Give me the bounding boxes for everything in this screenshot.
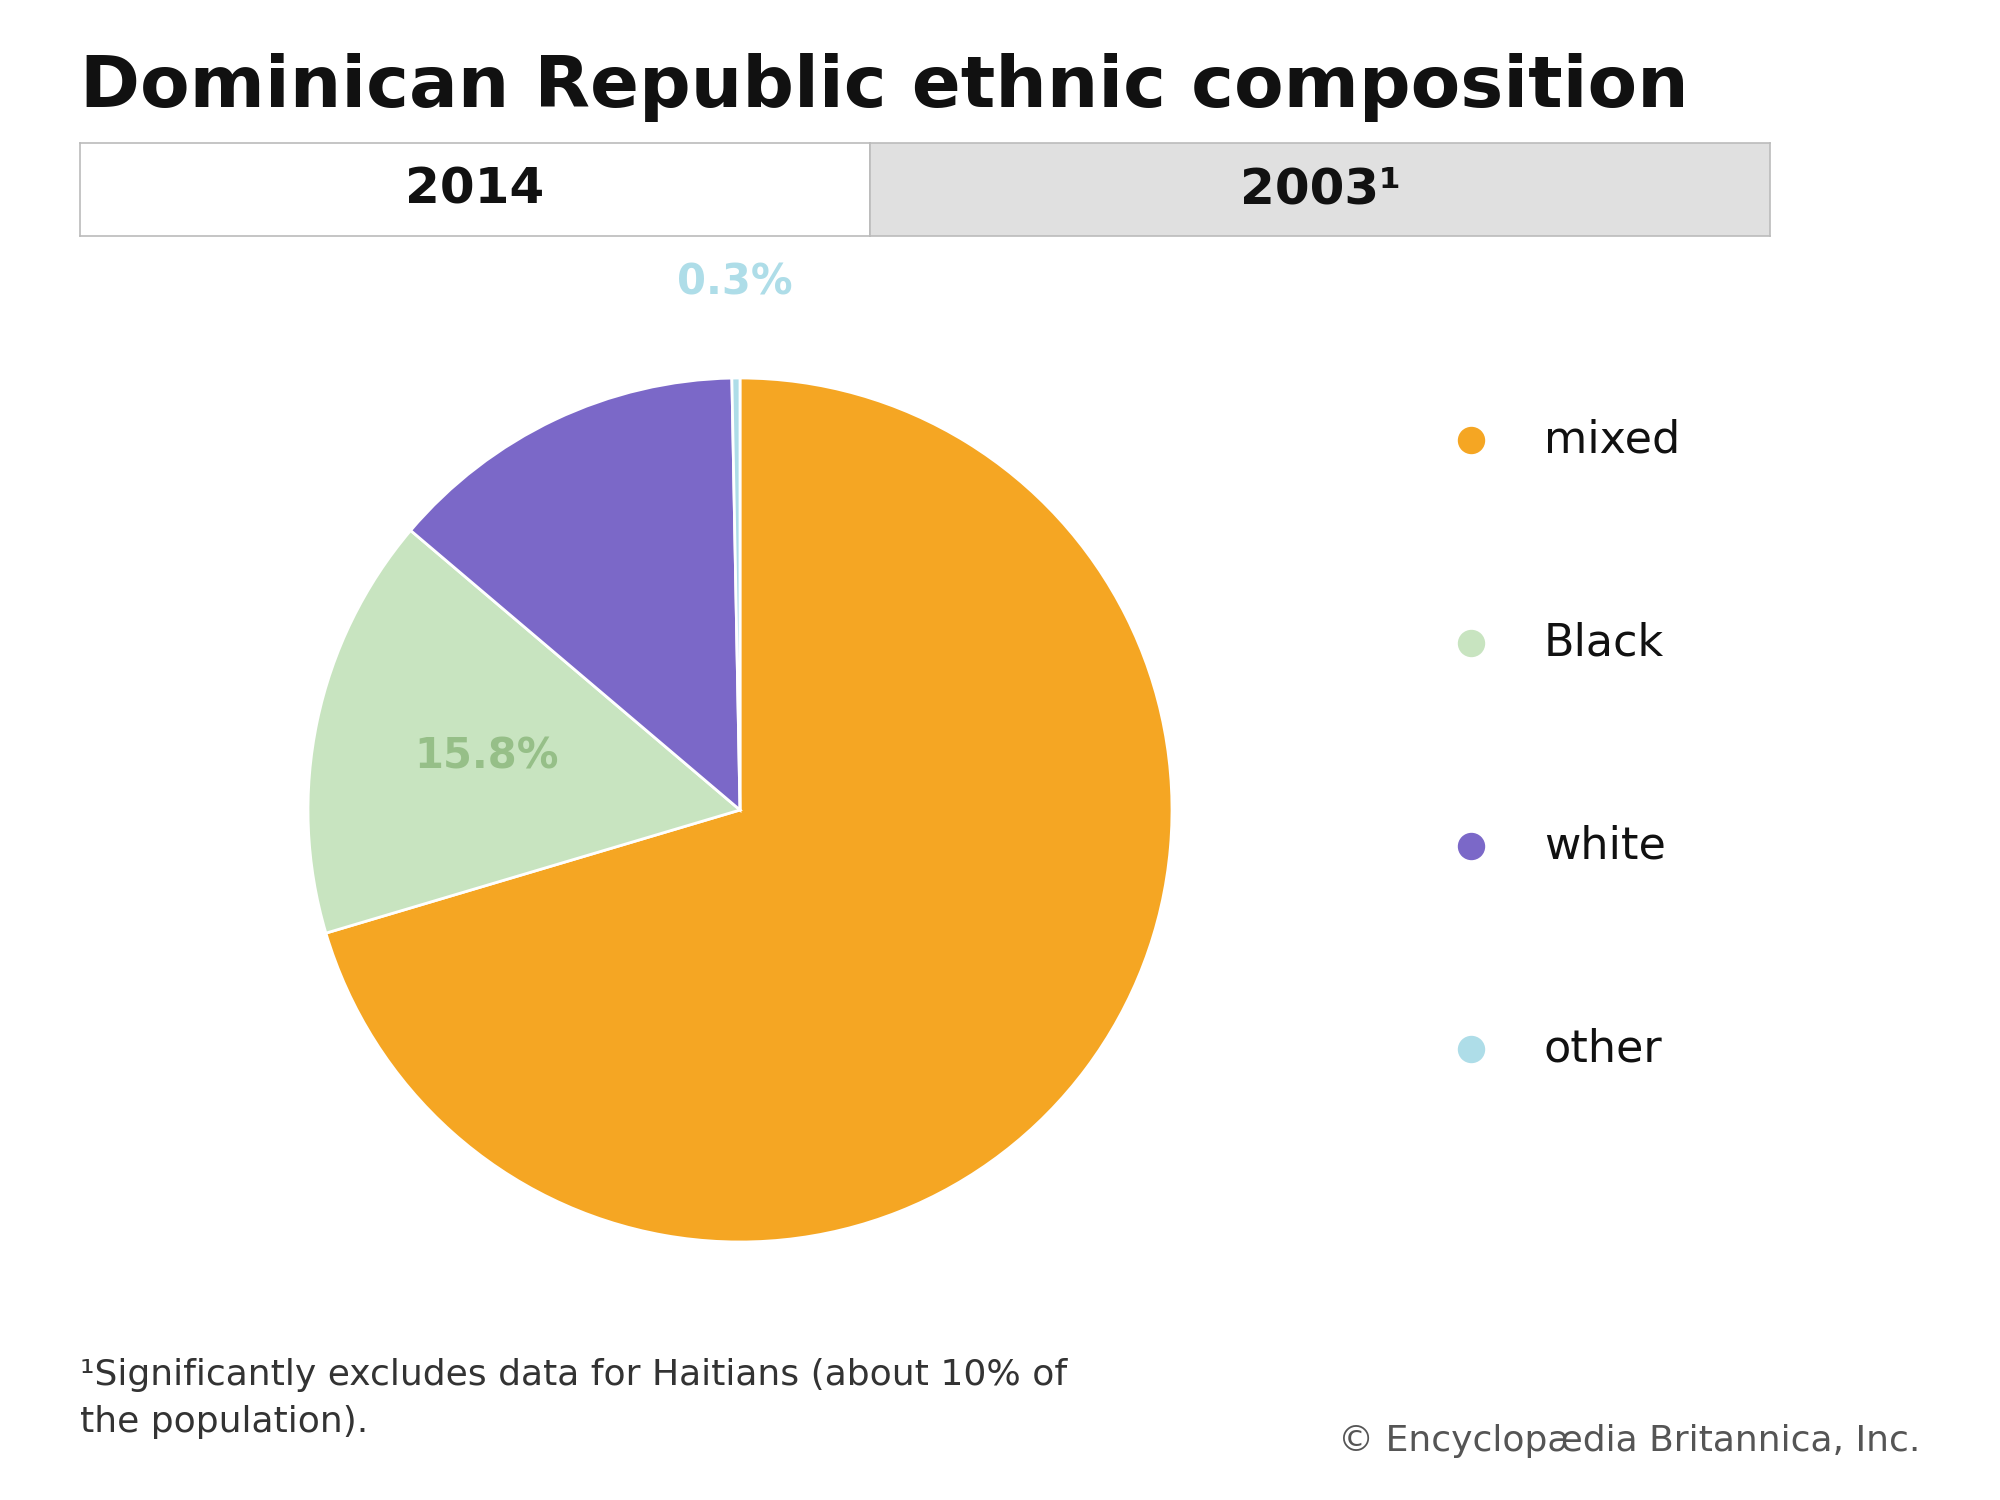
Point [1456,632,1488,656]
Text: 13.5%: 13.5% [524,484,668,526]
Wedge shape [732,378,740,810]
Text: Black: Black [1544,621,1664,664]
Text: 2003¹: 2003¹ [1240,165,1400,213]
Text: 0.3%: 0.3% [678,262,792,305]
Text: 2014: 2014 [406,165,544,213]
Text: mixed: mixed [1544,419,1680,462]
Text: © Encyclopædia Britannica, Inc.: © Encyclopædia Britannica, Inc. [1338,1424,1920,1458]
Wedge shape [308,531,740,933]
Point [1456,429,1488,453]
Text: white: white [1544,825,1666,867]
Point [1456,834,1488,858]
Text: ¹Significantly excludes data for Haitians (about 10% of
the population).: ¹Significantly excludes data for Haitian… [80,1358,1068,1438]
Wedge shape [326,378,1172,1242]
Text: other: other [1544,1028,1662,1071]
Point [1456,1036,1488,1060]
Wedge shape [410,378,740,810]
Text: 15.8%: 15.8% [414,735,558,777]
Text: Dominican Republic ethnic composition: Dominican Republic ethnic composition [80,53,1688,122]
Text: 70.4%: 70.4% [876,944,1020,986]
